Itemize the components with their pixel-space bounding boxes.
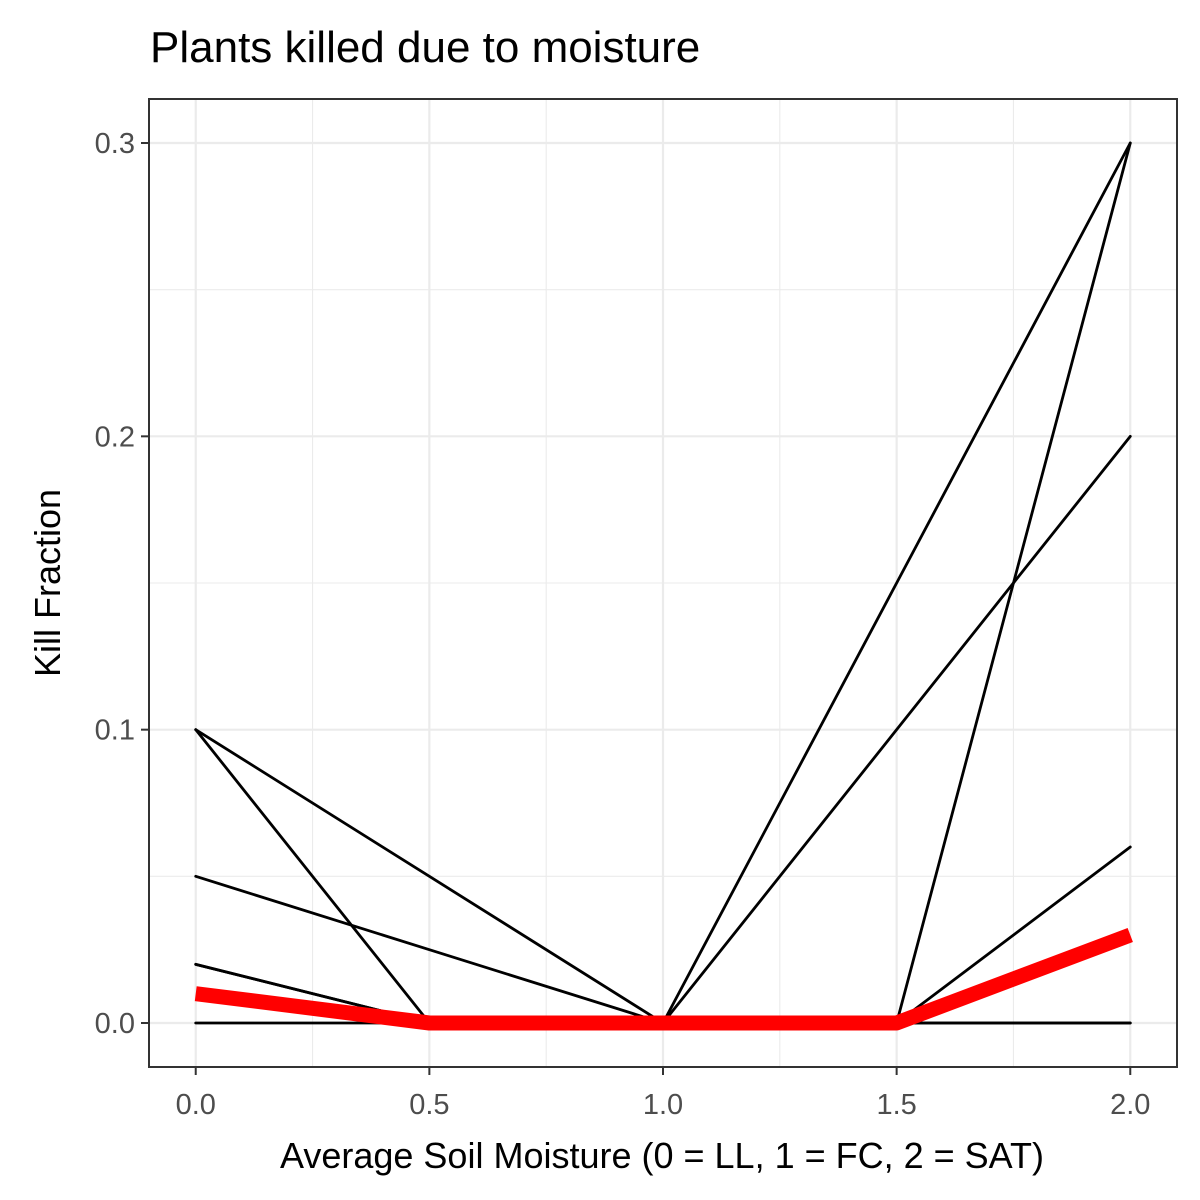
y-tick-label: 0.0	[95, 1008, 135, 1040]
x-tick-label: 1.5	[876, 1089, 916, 1121]
x-tick-label: 0.5	[409, 1089, 449, 1121]
y-axis-title: Kill Fraction	[27, 489, 68, 677]
y-tick-label: 0.3	[95, 128, 135, 160]
x-axis-ticks: 0.0 0.5 1.0 1.5 2.0	[176, 1067, 1150, 1121]
x-tick-label: 2.0	[1110, 1089, 1150, 1121]
chart-title: Plants killed due to moisture	[150, 23, 700, 72]
x-tick-label: 1.0	[643, 1089, 683, 1121]
y-tick-label: 0.1	[95, 715, 135, 747]
y-axis-ticks: 0.0 0.1 0.2 0.3	[95, 128, 149, 1040]
highlight-series-line	[194, 927, 1133, 1031]
x-tick-label: 0.0	[176, 1089, 216, 1121]
y-tick-label: 0.2	[95, 421, 135, 453]
series-lines	[194, 141, 1133, 1031]
x-axis-title: Average Soil Moisture (0 = LL, 1 = FC, 2…	[280, 1135, 1044, 1176]
